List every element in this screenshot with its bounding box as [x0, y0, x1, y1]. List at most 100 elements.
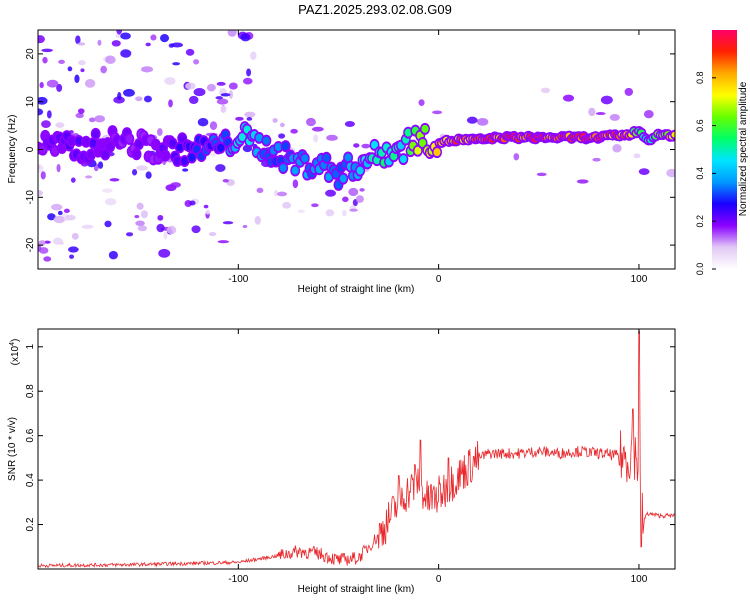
spectrogram-noise-cell	[282, 201, 292, 209]
spectrogram-noise-cell	[104, 220, 112, 228]
colorbar-tick-label: 0.6	[695, 119, 705, 132]
spectrogram-noise-cell	[276, 191, 288, 197]
spectrogram-noise-cell	[105, 55, 116, 64]
spectrogram-y-label: Frequency (Hz)	[7, 115, 18, 184]
spectrogram-ridge-cell	[433, 148, 441, 157]
spectrogram-ridge-cell	[89, 139, 97, 148]
spectrogram-ridge-cell	[173, 156, 181, 165]
spectrogram-noise-cell	[246, 68, 252, 77]
spectrogram-noise-cell	[56, 163, 61, 173]
snr-y-tick-label: 0.6	[25, 428, 36, 442]
spectrogram-noise-cell	[592, 157, 601, 162]
snr-series-line	[38, 330, 675, 569]
spectrogram-noise-cell	[123, 88, 135, 97]
spectrogram-noise-cell	[74, 74, 80, 84]
spectrogram-noise-cell	[216, 98, 229, 105]
spectrogram-noise-cell	[39, 81, 44, 89]
spectrogram-noise-cell	[131, 169, 138, 176]
spectrogram-noise-cell	[274, 189, 279, 197]
spectrogram-ridge-cell	[188, 153, 196, 162]
spectrogram-noise-cell	[250, 51, 257, 60]
spectrogram-ridge-cell	[152, 140, 160, 149]
spectrogram-noise-cell	[55, 122, 65, 128]
spectrogram-noise-cell	[126, 232, 134, 237]
spectrogram-ridge-cell	[390, 152, 398, 161]
spectrogram-ridge-cell	[325, 172, 333, 181]
spectrogram-ridge-cell	[279, 163, 287, 172]
spectrogram-x-label: Height of straight line (km)	[298, 284, 415, 295]
spectrogram-noise-cell	[220, 105, 227, 113]
spectrogram-noise-cell	[94, 115, 106, 123]
spectrogram-noise-cell	[633, 153, 641, 159]
spectrogram-noise-cell	[47, 213, 56, 221]
spectrogram-ridge-cell	[68, 137, 76, 146]
snr-x-label: Height of straight line (km)	[298, 584, 415, 595]
spectrogram-noise-cell	[38, 35, 45, 44]
spectrogram-noise-cell	[311, 203, 319, 208]
spectrogram-noise-cell	[256, 187, 264, 193]
spectrogram-noise-cell	[612, 143, 622, 153]
spectrogram-cells	[38, 30, 675, 262]
spectrogram-noise-cell	[193, 59, 200, 65]
snr-y-tick-label: 0.4	[25, 473, 36, 487]
spectrogram-noise-cell	[600, 95, 613, 105]
spectrogram-noise-cell	[150, 34, 157, 41]
spectrogram-noise-cell	[215, 96, 223, 100]
spectrogram-noise-cell	[643, 109, 654, 119]
chart-title: PAZ1.2025.293.02.08.G09	[298, 2, 452, 17]
spectrogram-noise-cell	[78, 108, 85, 114]
spectrogram-noise-cell	[70, 177, 76, 183]
spectrogram-noise-cell	[166, 225, 177, 235]
spectrogram-noise-cell	[307, 120, 317, 125]
spectrogram-noise-cell	[75, 112, 84, 119]
spectrogram-ridge-cell	[125, 134, 133, 143]
snr-y-tick-label: 0.8	[25, 384, 36, 398]
snr-x-tick-label: 100	[631, 574, 648, 585]
colorbar-label: Normalized spectral amplitude	[738, 81, 749, 216]
spectrogram-ridge-cell	[82, 137, 90, 146]
spectrogram-noise-cell	[102, 188, 113, 193]
spectrogram-noise-cell	[325, 189, 337, 197]
spectrogram-noise-cell	[185, 82, 196, 90]
spectrogram-noise-cell	[38, 96, 48, 105]
spectrogram-noise-cell	[46, 79, 59, 88]
spectrogram-noise-cell	[189, 95, 199, 105]
spectrogram-ridge-cell	[282, 142, 290, 151]
spectrogram-noise-cell	[326, 134, 338, 141]
spectrogram-noise-cell	[292, 179, 299, 189]
spectrogram-noise-cell	[71, 232, 79, 240]
spectrogram-noise-cell	[85, 175, 93, 179]
spectrogram-ridge-cell	[301, 154, 309, 163]
spectrogram-ridge-cell	[75, 136, 83, 145]
spectrogram-ridge-cell	[404, 128, 412, 137]
spectrogram-noise-cell	[235, 116, 244, 121]
spectrogram-noise-cell	[222, 221, 234, 225]
spectrogram-noise-cell	[136, 202, 144, 210]
spectrogram-noise-cell	[120, 32, 131, 40]
spectrogram-noise-cell	[57, 210, 63, 216]
spectrogram-x-tick-label: -100	[228, 274, 248, 285]
spectrogram-noise-cell	[476, 117, 489, 126]
colorbar-tick-label: 0.2	[695, 215, 705, 228]
spectrogram-noise-cell	[135, 220, 145, 227]
spectrogram-noise-cell	[341, 209, 347, 217]
spectrogram-noise-cell	[67, 66, 73, 72]
spectrogram-ridge-cell	[169, 139, 177, 148]
spectrogram-ridge-cell	[419, 139, 427, 148]
spectrogram-noise-cell	[624, 87, 633, 96]
spectrogram-noise-cell	[84, 79, 96, 88]
spectrogram-ridge-cell	[92, 129, 100, 138]
spectrogram-noise-cell	[206, 83, 216, 92]
spectrogram-noise-cell	[205, 209, 211, 215]
spectrogram-noise-cell	[355, 195, 364, 203]
spectrogram-y-tick-label: 10	[25, 96, 36, 108]
spectrogram-noise-cell	[117, 91, 122, 101]
spectrogram-noise-cell	[53, 215, 65, 224]
spectrogram-noise-cell	[536, 172, 547, 177]
spectrogram-ridge-cell	[181, 156, 189, 165]
spectrogram-noise-cell	[81, 224, 94, 229]
snr-y-tick-label: 1	[25, 344, 36, 350]
spectrogram-noise-cell	[171, 42, 183, 48]
spectrogram-noise-cell	[243, 77, 253, 85]
